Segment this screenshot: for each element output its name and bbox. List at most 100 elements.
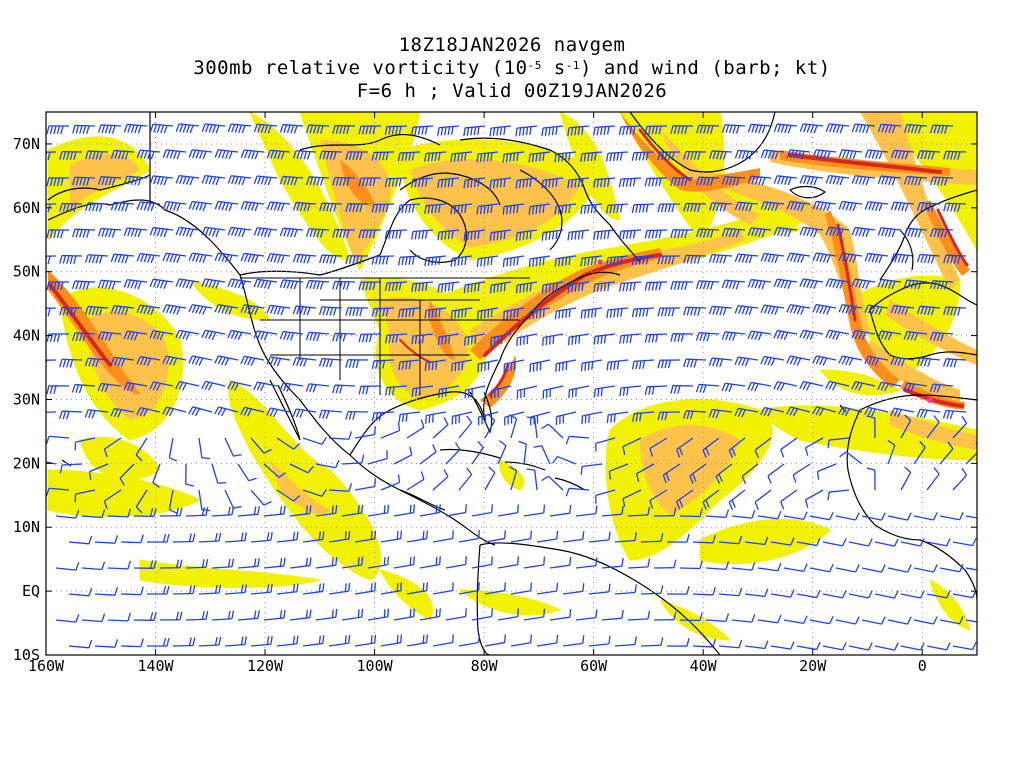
wind-barb: [332, 228, 356, 238]
wind-barb: [237, 506, 260, 517]
wind-barb: [411, 333, 434, 345]
wind-barb: [734, 201, 759, 212]
wind-barb: [263, 557, 286, 569]
wind-barb: [74, 437, 96, 451]
wind-barb: [861, 616, 886, 625]
wind-barb: [477, 411, 499, 426]
wind-barb: [411, 281, 434, 293]
wind-barb: [424, 359, 447, 372]
wind-barb: [484, 466, 496, 491]
wind-barb: [175, 226, 200, 238]
wind-barb: [214, 252, 239, 264]
wind-barb: [696, 176, 720, 186]
wind-barb: [332, 332, 356, 342]
wind-barb: [240, 201, 265, 212]
wind-barb: [773, 329, 798, 341]
wind-barb: [55, 614, 80, 623]
wind-barb: [827, 489, 850, 501]
wind-barb: [692, 534, 716, 544]
wind-barb: [552, 455, 577, 465]
wind-barb: [136, 304, 161, 316]
wind-barb: [942, 358, 967, 368]
wind-barb: [683, 358, 707, 368]
wind-barb: [627, 558, 651, 569]
wind-barb: [471, 440, 484, 465]
wind-barb: [721, 124, 746, 134]
wind-barb: [825, 226, 850, 238]
wind-barb: [201, 329, 226, 340]
wind-barb: [770, 641, 795, 650]
wind-barb: [484, 530, 506, 543]
wind-barb: [502, 151, 525, 163]
wind-barb: [812, 252, 837, 263]
wind-barb: [110, 149, 135, 160]
wind-barb: [864, 406, 889, 417]
wind-barb: [46, 229, 70, 239]
wind-barb: [708, 408, 733, 419]
wind-barb: [279, 175, 304, 186]
wind-barb: [825, 174, 850, 186]
wind-barb: [705, 509, 730, 518]
wind-barb: [780, 489, 798, 510]
wind-barb: [253, 381, 278, 392]
wind-barb: [622, 489, 642, 507]
wind-barb: [345, 203, 369, 213]
wind-barb: [903, 330, 928, 341]
wind-barb: [84, 254, 109, 264]
wind-barb: [489, 177, 512, 189]
wind-barb: [94, 535, 119, 544]
wind-barb: [484, 414, 496, 439]
wind-barb: [851, 175, 876, 186]
wind-barb: [786, 252, 811, 264]
wind-barb: [464, 385, 486, 399]
wind-barb: [770, 589, 795, 598]
wind-barb: [318, 357, 343, 368]
wind-barb: [864, 304, 889, 315]
wind-barb: [484, 634, 506, 647]
wind-barb: [721, 279, 746, 290]
wind-barb: [606, 359, 629, 371]
wind-barb: [809, 563, 834, 573]
wind-barb: [679, 560, 703, 570]
wind-barb: [588, 531, 611, 543]
wind-barb: [419, 608, 441, 621]
wind-barb: [866, 467, 876, 491]
wind-barb: [877, 278, 902, 290]
wind-barb: [580, 151, 603, 162]
wind-barb: [562, 531, 585, 543]
wind-barb: [227, 226, 252, 238]
wind-barb: [437, 229, 460, 241]
wind-barb: [94, 639, 119, 648]
wind-barb: [731, 510, 756, 519]
wind-barb: [605, 151, 629, 162]
wind-barb: [463, 281, 486, 294]
wind-barb: [136, 149, 161, 160]
wind-barb: [631, 151, 655, 161]
wind-barb: [419, 444, 437, 465]
wind-barb: [760, 201, 785, 212]
wind-barb: [588, 583, 611, 595]
wind-barb: [939, 512, 964, 521]
wind-barb: [952, 416, 968, 439]
wind-barb: [657, 255, 681, 265]
wind-barb: [149, 175, 174, 186]
wind-barb: [279, 382, 304, 392]
wind-barb: [554, 151, 577, 163]
wind-barb: [804, 437, 824, 456]
wind-barb: [683, 254, 707, 264]
wind-barb: [185, 507, 209, 517]
wind-barb: [110, 356, 135, 367]
wind-barb: [279, 330, 304, 341]
wind-barb: [432, 582, 454, 595]
lon-label: 80W: [471, 657, 499, 675]
wind-barb: [162, 200, 187, 212]
wind-barb: [445, 556, 467, 569]
wind-barb: [877, 227, 902, 238]
wind-barb: [649, 437, 668, 457]
wind-barb: [371, 203, 395, 213]
wind-barb: [123, 175, 148, 186]
wind-barb: [185, 611, 209, 621]
wind-barb: [159, 611, 183, 621]
wind-barb: [185, 559, 209, 569]
wind-barb: [913, 564, 938, 573]
